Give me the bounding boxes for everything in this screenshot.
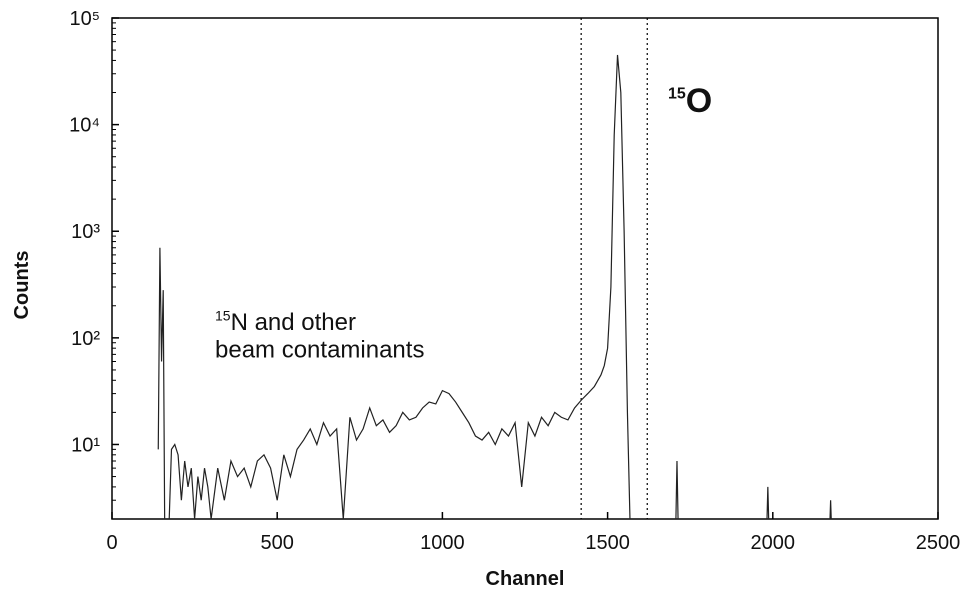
annotation: 15N and other beam contaminants (215, 307, 424, 363)
y-tick-label: 10⁴ (69, 115, 100, 137)
y-tick-label: 10² (71, 328, 100, 350)
spectrum-line (157, 54, 832, 519)
y-tick-label: 10¹ (71, 434, 100, 456)
x-tick-label: 2500 (916, 532, 961, 554)
x-tick-label: 500 (261, 532, 294, 554)
annotation-line: N and other (231, 309, 356, 336)
y-tick-label: 10⁵ (69, 8, 100, 30)
annotation: 15O (668, 82, 712, 120)
plot-frame (111, 17, 939, 520)
annotation-line: beam contaminants (215, 337, 424, 364)
annotation-mass: 15 (215, 307, 231, 323)
x-axis-title: Channel (486, 568, 565, 590)
x-tick-label: 1500 (585, 532, 630, 554)
x-tick-label: 2000 (751, 532, 796, 554)
annotation-mass: 15 (668, 85, 686, 102)
annotation-line: O (686, 82, 712, 120)
y-axis-title: Counts (11, 251, 33, 320)
x-tick-label: 1000 (420, 532, 465, 554)
y-tick-label: 10³ (71, 221, 100, 243)
x-tick-label: 0 (106, 532, 117, 554)
